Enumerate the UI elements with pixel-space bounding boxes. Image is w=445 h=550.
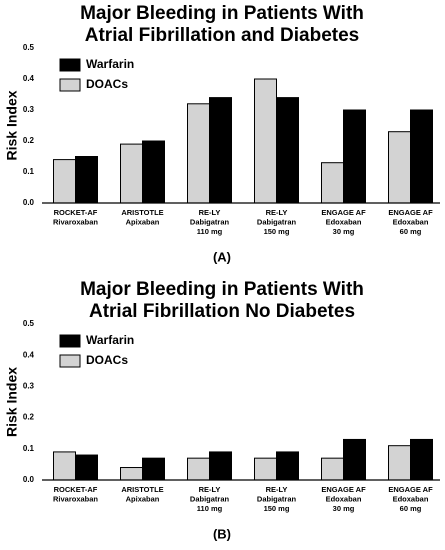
legend-label: DOACs [86, 353, 128, 367]
bar [321, 162, 344, 204]
y-tick-label: 0.4 [23, 74, 35, 83]
y-tick-label: 0.2 [23, 413, 35, 422]
x-tick-label: RE-LY Dabigatran 150 mg [257, 208, 297, 236]
bar [187, 457, 210, 481]
x-tick-label: ROCKET-AF Rivaroxaban [53, 208, 98, 227]
bar [209, 97, 232, 204]
legend-swatch [59, 78, 81, 92]
x-tick-label: ARISTOTLE Apixaban [121, 485, 163, 504]
y-tick-label: 0.1 [23, 444, 35, 453]
bar [53, 451, 76, 481]
bar [142, 140, 165, 204]
x-tick-label: RE-LY Dabigatran 110 mg [190, 485, 230, 513]
bar [388, 445, 411, 481]
y-tick-label: 0.5 [23, 43, 35, 52]
bar [388, 131, 411, 204]
panel-label: (B) [213, 526, 231, 541]
x-tick-label: ENGAGE AF Edoxaban 30 mg [321, 208, 366, 236]
y-tick-label: 0.1 [23, 167, 35, 176]
x-tick-label: ENGAGE AF Edoxaban 60 mg [388, 485, 433, 513]
x-tick-label: ROCKET-AF Rivaroxaban [53, 485, 98, 504]
x-tick-label: ENGAGE AF Edoxaban 30 mg [321, 485, 366, 513]
bar [142, 457, 165, 481]
y-tick-label: 0.3 [23, 105, 35, 114]
x-tick-label: ENGAGE AF Edoxaban 60 mg [388, 208, 433, 236]
bar [410, 438, 433, 481]
legend-label: DOACs [86, 77, 128, 91]
legend-label: Warfarin [86, 57, 134, 71]
bar [120, 467, 143, 481]
bar [53, 159, 76, 204]
bar [321, 457, 344, 481]
panel-label: (A) [213, 249, 231, 264]
legend-swatch [59, 334, 81, 348]
bar [254, 457, 277, 481]
x-tick-label: RE-LY Dabigatran 110 mg [190, 208, 230, 236]
bar [75, 156, 98, 204]
bar [209, 451, 232, 481]
bar [276, 451, 299, 481]
bar [75, 454, 98, 481]
y-tick-label: 0.4 [23, 350, 35, 359]
x-tick-label: ARISTOTLE Apixaban [121, 208, 163, 227]
bar [120, 143, 143, 204]
bar [343, 438, 366, 481]
chart-title: Major Bleeding in Patients With Atrial Fi… [80, 3, 364, 46]
bar [187, 103, 210, 204]
y-tick-label: 0.2 [23, 136, 35, 145]
y-tick-label: 0.0 [23, 198, 35, 207]
y-axis-label: Risk Index [4, 90, 20, 160]
bar [254, 78, 277, 204]
bar [343, 109, 366, 204]
chart-title: Major Bleeding in Patients With Atrial Fi… [80, 279, 364, 322]
x-tick-label: RE-LY Dabigatran 150 mg [257, 485, 297, 513]
legend-swatch [59, 58, 81, 72]
bar [410, 109, 433, 204]
y-tick-label: 0.5 [23, 319, 35, 328]
bar [276, 97, 299, 204]
y-tick-label: 0.3 [23, 382, 35, 391]
y-tick-label: 0.0 [23, 475, 35, 484]
y-axis-label: Risk Index [4, 367, 20, 437]
legend-label: Warfarin [86, 333, 134, 347]
legend-swatch [59, 354, 81, 368]
